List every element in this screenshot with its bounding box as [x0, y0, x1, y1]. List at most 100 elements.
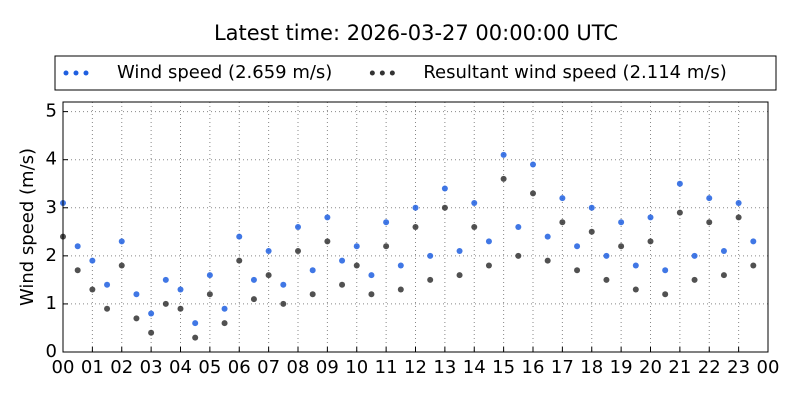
data-point	[368, 272, 375, 279]
data-point	[427, 276, 434, 283]
data-point	[104, 305, 111, 312]
data-point	[265, 248, 272, 255]
data-point	[148, 329, 155, 336]
data-point	[456, 272, 463, 279]
data-point	[471, 199, 478, 206]
data-point	[691, 276, 698, 283]
data-point	[89, 257, 96, 264]
x-tick-label: 09	[316, 357, 339, 378]
data-point	[221, 320, 228, 327]
data-point	[574, 243, 581, 250]
data-point	[206, 272, 213, 279]
data-point	[295, 224, 301, 230]
data-point	[603, 276, 610, 283]
data-point	[309, 291, 316, 298]
data-point	[324, 214, 331, 221]
data-point	[515, 252, 522, 259]
legend-marker	[63, 70, 69, 76]
x-tick-label: 06	[228, 357, 251, 378]
data-point	[177, 305, 184, 312]
data-point	[559, 219, 566, 226]
data-point	[750, 238, 757, 245]
data-point	[618, 219, 625, 226]
x-tick-label: 15	[492, 357, 515, 378]
data-point	[74, 267, 81, 274]
legend-box	[54, 55, 777, 91]
data-point	[250, 296, 257, 303]
x-tick-label: 05	[198, 357, 221, 378]
x-tick-label: 16	[522, 357, 545, 378]
data-point	[441, 204, 448, 211]
data-point	[588, 228, 595, 235]
x-tick-label: 00	[757, 357, 780, 378]
data-point	[485, 262, 492, 269]
data-point	[735, 214, 742, 221]
data-point	[74, 243, 81, 250]
data-point	[427, 252, 434, 259]
x-tick-label: 22	[698, 357, 721, 378]
data-point	[485, 238, 492, 245]
y-tick-label: 1	[46, 293, 57, 314]
data-point	[530, 190, 536, 197]
legend-label: Wind speed (2.659 m/s)	[117, 62, 332, 83]
data-point	[383, 219, 390, 226]
plot-frame	[62, 101, 769, 353]
data-point	[162, 300, 169, 307]
data-point	[192, 320, 199, 327]
x-tick-label: 20	[639, 357, 662, 378]
data-point	[456, 248, 463, 255]
data-point	[706, 219, 713, 226]
chart-title: Latest time: 2026-03-27 00:00:00 UTC	[214, 21, 618, 45]
x-tick-label: 21	[668, 357, 691, 378]
x-tick-label: 03	[140, 357, 163, 378]
data-point	[559, 195, 566, 202]
data-point	[632, 286, 639, 293]
data-point	[250, 276, 257, 283]
data-point	[574, 267, 581, 274]
y-tick-label: 4	[46, 149, 57, 170]
data-point	[676, 180, 683, 187]
legend-label: Resultant wind speed (2.114 m/s)	[423, 62, 727, 83]
x-tick-label: 01	[81, 357, 104, 378]
data-point	[412, 204, 419, 211]
data-point	[177, 286, 184, 293]
data-point	[162, 276, 169, 283]
data-point	[647, 238, 654, 245]
x-tick-label: 13	[433, 357, 456, 378]
data-point	[118, 238, 125, 245]
data-point	[148, 310, 155, 317]
data-point	[265, 272, 272, 279]
data-point	[544, 257, 551, 264]
x-tick-label: 23	[727, 357, 750, 378]
x-tick-label: 07	[257, 357, 280, 378]
data-point	[353, 243, 360, 250]
data-point	[720, 248, 727, 255]
data-point	[471, 224, 478, 230]
data-point	[618, 243, 625, 250]
data-point	[735, 199, 742, 206]
data-point	[280, 281, 287, 288]
legend-marker	[73, 70, 79, 76]
data-point	[662, 291, 669, 298]
data-point	[368, 291, 375, 298]
data-point	[515, 224, 522, 230]
data-point	[662, 267, 669, 274]
x-tick-label: 04	[169, 357, 192, 378]
x-tick-label: 18	[580, 357, 603, 378]
legend-marker	[389, 70, 395, 76]
data-point	[133, 291, 140, 298]
data-point	[720, 272, 727, 279]
data-point	[441, 185, 448, 192]
data-point	[750, 262, 757, 269]
data-point	[280, 300, 287, 307]
data-point	[339, 257, 346, 264]
data-point	[412, 224, 419, 230]
data-point	[89, 286, 96, 293]
legend-marker	[369, 70, 375, 76]
x-tick-label: 10	[345, 357, 368, 378]
data-point	[236, 233, 243, 240]
data-point	[133, 315, 140, 322]
y-tick-label: 5	[46, 101, 57, 122]
y-tick-label: 0	[46, 341, 57, 362]
data-point	[397, 286, 404, 293]
